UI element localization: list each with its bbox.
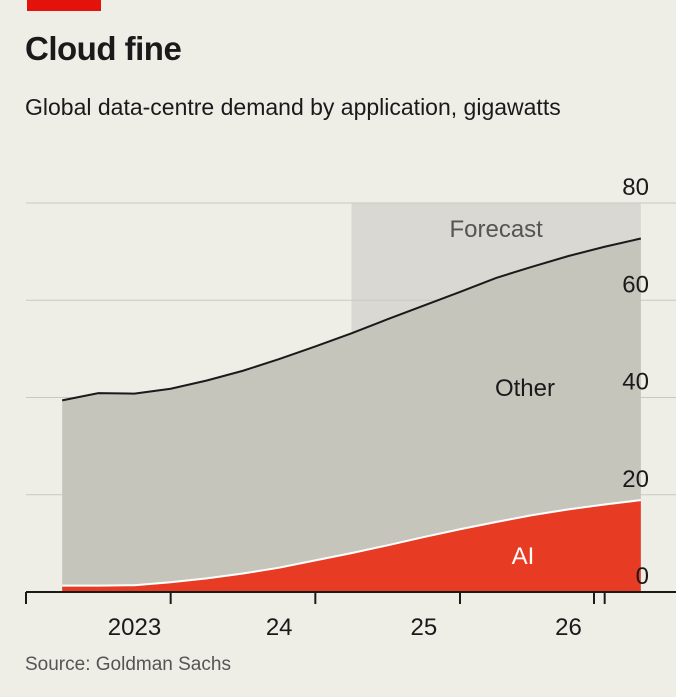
x-tick-label: 24 (266, 614, 293, 641)
x-tick-label: 26 (555, 614, 582, 641)
y-tick-label: 80 (622, 174, 649, 201)
series-line-total (61, 237, 642, 402)
chart-source: Source: Goldman Sachs (25, 654, 231, 675)
series-label-other: Other (495, 375, 555, 402)
series-area-other (62, 238, 641, 586)
forecast-label: Forecast (449, 216, 543, 243)
series-line-ai (62, 499, 641, 587)
series-area-ai (62, 500, 641, 592)
series-label-ai: AI (512, 543, 535, 570)
x-tick-label: 2023 (108, 614, 161, 641)
x-tick-label: 25 (410, 614, 437, 641)
brand-accent-bar (27, 0, 101, 11)
chart-title: Cloud fine (25, 30, 182, 67)
chart-subtitle: Global data-centre demand by application… (25, 94, 561, 120)
y-tick-label: 40 (622, 369, 649, 396)
y-tick-label: 20 (622, 466, 649, 493)
y-tick-label: 60 (622, 271, 649, 298)
y-tick-label: 0 (636, 563, 649, 590)
